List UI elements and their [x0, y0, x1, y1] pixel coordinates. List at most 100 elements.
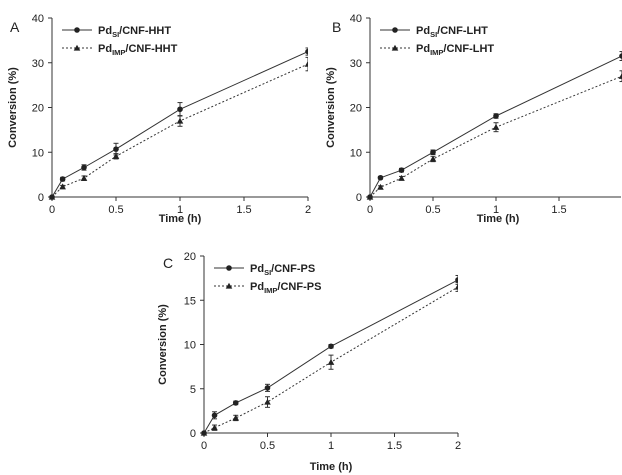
legend-marker	[226, 265, 232, 271]
x-tick-label: 1	[328, 440, 334, 452]
data-point	[211, 412, 218, 419]
y-tick-label: 20	[184, 251, 196, 263]
chart-panel-c: C 0 5 10 15 20 0 0.5 1 1.5 2 Time (h) Conversion (%)…	[157, 251, 461, 473]
y-tick-label: 10	[350, 147, 362, 159]
data-point	[177, 106, 183, 113]
data-point	[377, 174, 384, 181]
x-tick-label: 1.5	[236, 204, 251, 216]
data-point	[80, 174, 88, 181]
y-tick-label: 40	[32, 13, 44, 25]
legend-marker	[392, 27, 398, 33]
legend-marker	[225, 282, 233, 289]
x-tick-label: 0.5	[260, 440, 275, 452]
data-point	[264, 398, 271, 405]
series-imp	[200, 282, 458, 436]
data-point	[59, 176, 66, 182]
series-line	[203, 279, 458, 434]
legend-label: PdSI/CNF-PS	[250, 263, 315, 277]
x-tick-label: 0	[201, 440, 207, 452]
legend-item: PdIMP/CNF-HHT	[62, 43, 178, 57]
x-tick-label: 0.5	[108, 204, 123, 216]
y-tick-label: 40	[350, 13, 362, 25]
x-tick-label: 1.5	[551, 204, 566, 216]
panel-letter: B	[332, 19, 341, 35]
y-axis-label: Conversion (%)	[157, 304, 169, 385]
series-imp	[48, 56, 308, 200]
legend-label: PdIMP/CNF-HHT	[98, 43, 178, 57]
panel-letter: A	[10, 19, 20, 35]
series-imp	[366, 70, 622, 200]
data-point	[328, 343, 334, 350]
x-tick-label: 0.5	[425, 204, 440, 216]
legend-item: PdIMP/CNF-PS	[214, 281, 321, 295]
y-axis-label: Conversion (%)	[325, 67, 337, 148]
y-tick-label: 20	[350, 103, 362, 115]
series-line	[369, 55, 622, 198]
x-axis-label: Time (h)	[477, 213, 520, 225]
data-point	[81, 164, 87, 171]
data-point	[304, 60, 308, 67]
x-tick-label: 1.5	[387, 440, 402, 452]
y-tick-label: 20	[32, 103, 44, 115]
data-point	[454, 283, 458, 290]
data-point	[619, 53, 622, 59]
y-tick-label: 10	[32, 147, 44, 159]
series-line	[369, 75, 622, 198]
series-line	[51, 63, 308, 198]
y-tick-label: 30	[350, 58, 362, 70]
data-point	[493, 113, 499, 119]
data-point	[211, 424, 218, 431]
x-axis-label: Time (h)	[159, 213, 202, 225]
data-point	[176, 117, 184, 124]
chart-panel-a: A 0 10 20 30 40 0 0.5 1 1.5 2 Time (h) Conversion (%…	[7, 13, 311, 225]
data-point	[232, 400, 239, 406]
data-point	[48, 193, 56, 200]
chart-panel-b: B 0 10 20 30 40 0 0.5 1 1.5 Time (h) Conversion (%)…	[325, 13, 622, 225]
legend-item: PdSI/CNF-HHT	[62, 25, 171, 39]
x-tick-label: 1	[493, 204, 499, 216]
series-line	[51, 51, 308, 198]
x-tick-label: 2	[305, 204, 311, 216]
data-point	[366, 193, 374, 200]
legend-marker	[74, 27, 80, 33]
x-tick-label: 0	[49, 204, 55, 216]
data-point	[398, 167, 405, 173]
legend-marker	[73, 44, 81, 51]
data-point	[398, 174, 405, 181]
data-point	[327, 358, 335, 365]
legend-item: PdSI/CNF-PS	[214, 263, 315, 277]
y-tick-label: 30	[32, 58, 44, 70]
y-axis-label: Conversion (%)	[7, 67, 19, 148]
legend-item: PdIMP/CNF-LHT	[380, 43, 494, 57]
y-tick-label: 10	[184, 340, 196, 352]
legend-item: PdSI/CNF-LHT	[380, 25, 488, 39]
legend-label: PdSI/CNF-HHT	[98, 25, 171, 39]
data-point	[430, 149, 436, 156]
data-point	[112, 152, 120, 159]
data-point	[113, 146, 119, 152]
x-tick-label: 1	[177, 204, 183, 216]
data-point	[305, 48, 308, 55]
x-tick-label: 0	[367, 204, 373, 216]
data-point	[232, 414, 240, 421]
data-point	[377, 183, 384, 190]
y-tick-label: 0	[190, 428, 196, 440]
x-tick-label: 2	[455, 440, 461, 452]
x-axis-label: Time (h)	[310, 461, 353, 473]
y-tick-label: 0	[356, 192, 362, 204]
legend-label: PdSI/CNF-LHT	[416, 25, 488, 39]
legend-label: PdIMP/CNF-LHT	[416, 43, 494, 57]
data-point	[264, 385, 271, 391]
data-point	[455, 277, 458, 283]
data-point	[429, 155, 437, 162]
y-tick-label: 0	[38, 192, 44, 204]
legend-label: PdIMP/CNF-PS	[250, 281, 321, 295]
data-point	[492, 123, 500, 130]
data-point	[59, 183, 66, 190]
data-point	[618, 72, 622, 79]
y-tick-label: 15	[184, 295, 196, 307]
data-point	[200, 429, 208, 436]
series-si	[367, 51, 622, 200]
y-tick-label: 5	[190, 384, 196, 396]
